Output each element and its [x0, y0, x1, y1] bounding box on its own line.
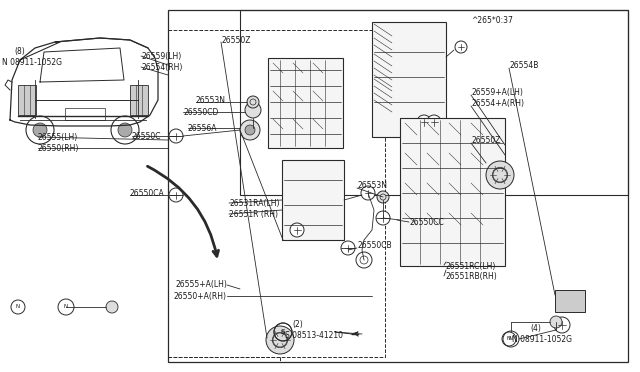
Text: 26550Z: 26550Z [471, 135, 500, 144]
Text: (2): (2) [292, 321, 303, 330]
Circle shape [361, 186, 375, 200]
Bar [130, 85, 148, 115]
Circle shape [169, 129, 183, 143]
Text: 26550CB: 26550CB [357, 241, 392, 250]
Bar [372, 22, 446, 137]
Circle shape [455, 41, 467, 53]
Bar [555, 290, 585, 312]
Text: 26550Z: 26550Z [221, 35, 250, 45]
Text: 26559+A(LH): 26559+A(LH) [471, 87, 523, 96]
Circle shape [417, 115, 431, 129]
Circle shape [376, 211, 390, 225]
Text: 26553N: 26553N [357, 180, 387, 189]
Circle shape [111, 116, 139, 144]
Text: S 08513-41210: S 08513-41210 [285, 331, 343, 340]
Text: 26551RB(RH): 26551RB(RH) [445, 273, 497, 282]
Bar [18, 85, 36, 115]
Text: 26556A: 26556A [188, 124, 218, 132]
Text: 26555+A(LH): 26555+A(LH) [175, 280, 227, 289]
Text: 26554+A(RH): 26554+A(RH) [471, 99, 524, 108]
Text: 26550+A(RH): 26550+A(RH) [174, 292, 227, 301]
Circle shape [550, 316, 562, 328]
Circle shape [33, 123, 47, 137]
Circle shape [118, 123, 132, 137]
Text: ^265*0:37: ^265*0:37 [471, 16, 513, 25]
Bar [240, 10, 628, 195]
Bar [400, 118, 505, 266]
Text: 26554(RH): 26554(RH) [141, 62, 182, 71]
Circle shape [245, 125, 255, 135]
Circle shape [290, 223, 304, 237]
Text: N 08911-1052G: N 08911-1052G [2, 58, 62, 67]
Text: 26555(LH): 26555(LH) [38, 132, 78, 141]
Text: (8): (8) [14, 46, 25, 55]
Circle shape [486, 161, 514, 189]
Circle shape [245, 102, 261, 118]
Text: 26550(RH): 26550(RH) [38, 144, 79, 153]
Text: 26554B: 26554B [509, 61, 538, 70]
Text: 26550CC: 26550CC [409, 218, 444, 227]
Text: N: N [64, 305, 68, 310]
Circle shape [247, 96, 259, 108]
Bar [168, 10, 628, 362]
Bar [65, 108, 105, 120]
Bar [282, 160, 344, 240]
Text: 26551RC(LH): 26551RC(LH) [445, 262, 495, 270]
Text: 26531RA(LH): 26531RA(LH) [229, 199, 280, 208]
Circle shape [26, 116, 54, 144]
Text: S: S [281, 329, 285, 335]
Text: N: N [16, 305, 20, 310]
Circle shape [106, 301, 118, 313]
Text: 26553N: 26553N [196, 96, 226, 105]
Text: 26559(LH): 26559(LH) [141, 51, 181, 61]
Circle shape [240, 120, 260, 140]
Text: N: N [507, 337, 511, 341]
Circle shape [341, 241, 355, 255]
Bar [268, 58, 343, 148]
Circle shape [169, 188, 183, 202]
Text: 26550CD: 26550CD [183, 108, 218, 116]
Text: 26551R (RH): 26551R (RH) [229, 209, 278, 218]
Text: (4): (4) [530, 324, 541, 333]
Circle shape [356, 252, 372, 268]
Text: 26550C: 26550C [132, 131, 161, 141]
Circle shape [266, 326, 294, 354]
Text: 26550CA: 26550CA [130, 189, 164, 198]
Text: N 08911-1052G: N 08911-1052G [512, 334, 572, 343]
Circle shape [427, 115, 441, 129]
Text: N: N [509, 337, 513, 341]
Text: S: S [281, 330, 285, 334]
Bar [168, 30, 385, 357]
Circle shape [377, 191, 389, 203]
Circle shape [554, 317, 570, 333]
